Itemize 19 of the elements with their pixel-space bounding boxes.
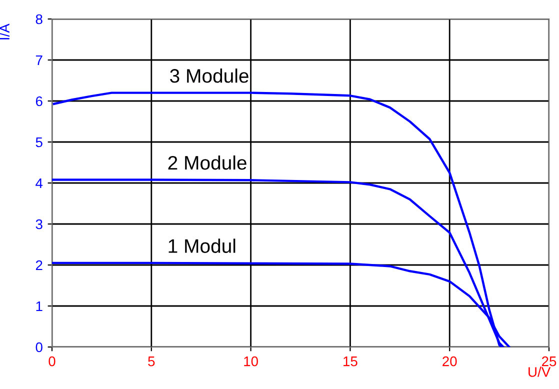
x-tick-label: 20 <box>442 356 457 366</box>
x-tick-label: 0 <box>48 356 56 366</box>
y-tick-label: 6 <box>36 96 42 106</box>
y-tick-label: 2 <box>36 260 42 270</box>
series-label: 3 Module <box>170 68 248 83</box>
y-tick-label: 3 <box>36 219 42 230</box>
y-tick-label: 5 <box>36 137 42 148</box>
y-tick-label: 0 <box>36 342 42 352</box>
y-tick-label: 4 <box>36 178 43 188</box>
x-axis-title: U/V <box>528 366 551 377</box>
y-tick-label: 1 <box>36 301 42 312</box>
series-label: 2 Module <box>168 155 246 170</box>
x-tick-label: 25 <box>542 356 556 366</box>
series-label: 1 Modul <box>168 238 236 253</box>
x-tick-label: 15 <box>344 356 358 366</box>
y-tick-label: 7 <box>36 55 42 66</box>
x-tick-label: 10 <box>244 356 258 366</box>
y-tick-label: 8 <box>36 14 42 24</box>
x-tick-label: 5 <box>148 356 155 366</box>
